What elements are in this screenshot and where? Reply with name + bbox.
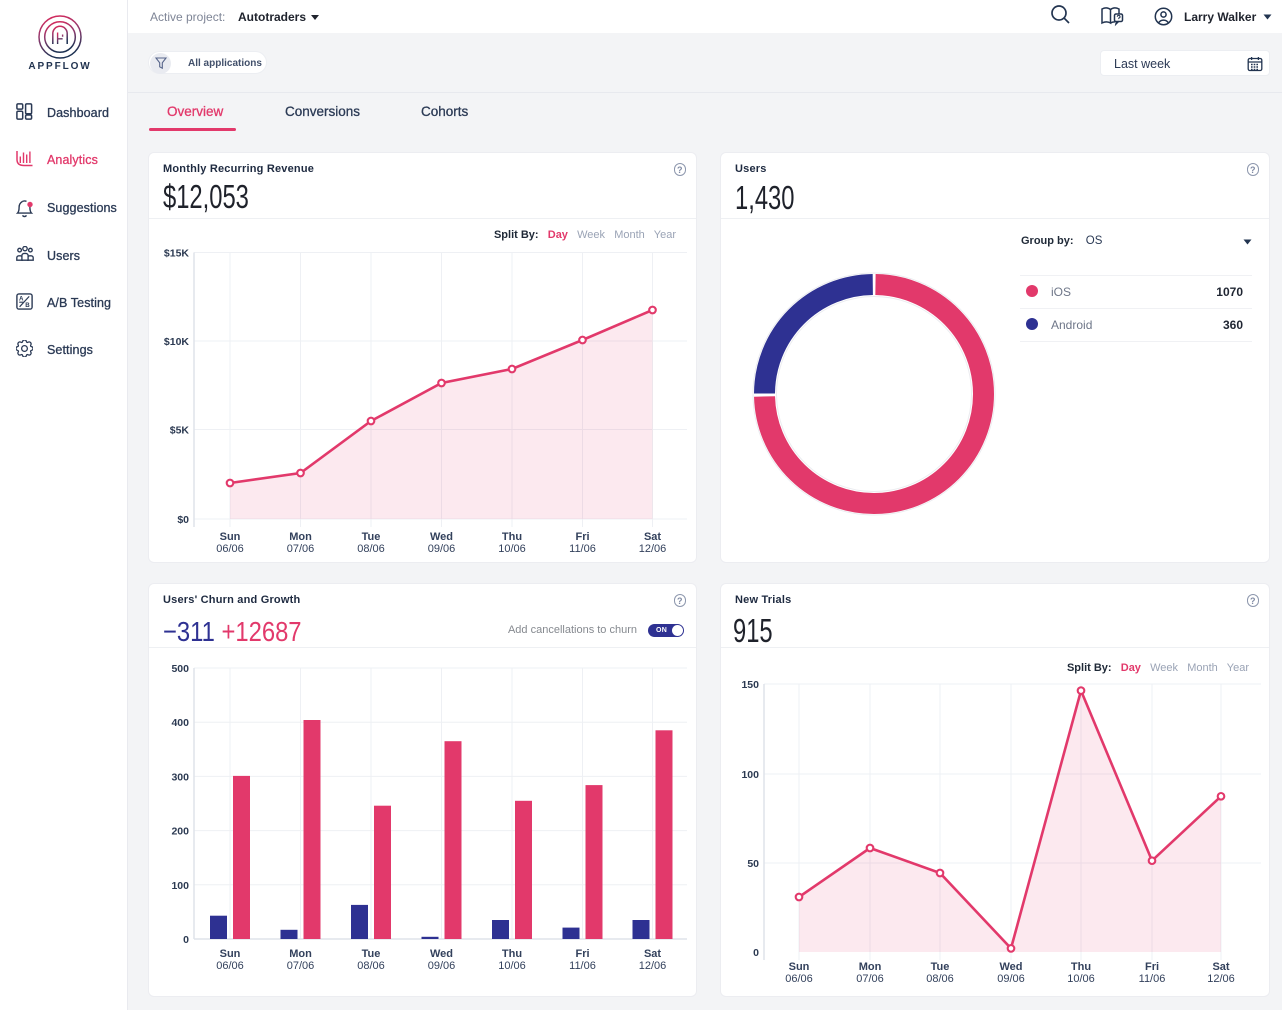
svg-text:Thu: Thu — [502, 531, 522, 543]
svg-text:Wed: Wed — [999, 961, 1022, 973]
svg-text:Tue: Tue — [931, 961, 950, 973]
svg-text:10/06: 10/06 — [498, 960, 526, 972]
svg-text:Tue: Tue — [362, 531, 381, 543]
svg-text:$5K: $5K — [170, 425, 190, 437]
svg-text:Tue: Tue — [362, 948, 381, 960]
svg-text:11/06: 11/06 — [569, 543, 596, 555]
svg-text:Sat: Sat — [1212, 961, 1229, 973]
svg-text:A: A — [19, 296, 24, 303]
svg-text:0: 0 — [183, 934, 189, 946]
svg-text:Sat: Sat — [644, 948, 661, 960]
svg-text:Thu: Thu — [1071, 961, 1091, 973]
svg-text:08/06: 08/06 — [357, 543, 385, 555]
svg-text:12/06: 12/06 — [1207, 973, 1235, 985]
svg-text:0: 0 — [753, 947, 759, 959]
svg-text:500: 500 — [171, 663, 189, 675]
svg-text:Sun: Sun — [220, 948, 241, 960]
svg-text:12/06: 12/06 — [639, 543, 667, 555]
svg-text:Mon: Mon — [289, 948, 312, 960]
svg-text:400: 400 — [171, 717, 189, 729]
svg-text:06/06: 06/06 — [216, 543, 244, 555]
svg-text:100: 100 — [171, 880, 189, 892]
svg-text:B: B — [25, 302, 30, 309]
svg-text:09/06: 09/06 — [997, 973, 1025, 985]
svg-text:Mon: Mon — [859, 961, 882, 973]
svg-text:Wed: Wed — [430, 531, 453, 543]
svg-text:06/06: 06/06 — [785, 973, 813, 985]
svg-text:200: 200 — [171, 826, 189, 838]
svg-text:Sat: Sat — [644, 531, 661, 543]
svg-text:07/06: 07/06 — [856, 973, 884, 985]
svg-text:09/06: 09/06 — [428, 543, 456, 555]
svg-text:50: 50 — [747, 858, 759, 870]
svg-text:150: 150 — [741, 679, 759, 691]
svg-text:08/06: 08/06 — [926, 973, 954, 985]
svg-text:Fri: Fri — [1145, 961, 1159, 973]
svg-text:08/06: 08/06 — [357, 960, 385, 972]
svg-text:Fri: Fri — [575, 531, 589, 543]
svg-text:12/06: 12/06 — [639, 960, 667, 972]
svg-text:Sun: Sun — [789, 961, 810, 973]
svg-text:09/06: 09/06 — [428, 960, 456, 972]
svg-text:07/06: 07/06 — [287, 960, 315, 972]
svg-text:Wed: Wed — [430, 948, 453, 960]
svg-text:10/06: 10/06 — [1067, 973, 1095, 985]
svg-text:11/06: 11/06 — [1139, 973, 1166, 985]
svg-text:07/06: 07/06 — [287, 543, 315, 555]
svg-text:100: 100 — [741, 769, 759, 781]
svg-text:Mon: Mon — [289, 531, 312, 543]
svg-text:Fri: Fri — [575, 948, 589, 960]
svg-text:$0: $0 — [177, 514, 189, 526]
svg-text:11/06: 11/06 — [569, 960, 596, 972]
svg-text:300: 300 — [171, 771, 189, 783]
svg-text:Sun: Sun — [220, 531, 241, 543]
svg-text:Thu: Thu — [502, 948, 522, 960]
svg-text:$15K: $15K — [164, 248, 190, 260]
svg-text:$10K: $10K — [164, 336, 190, 348]
svg-text:10/06: 10/06 — [498, 543, 526, 555]
svg-text:06/06: 06/06 — [216, 960, 244, 972]
